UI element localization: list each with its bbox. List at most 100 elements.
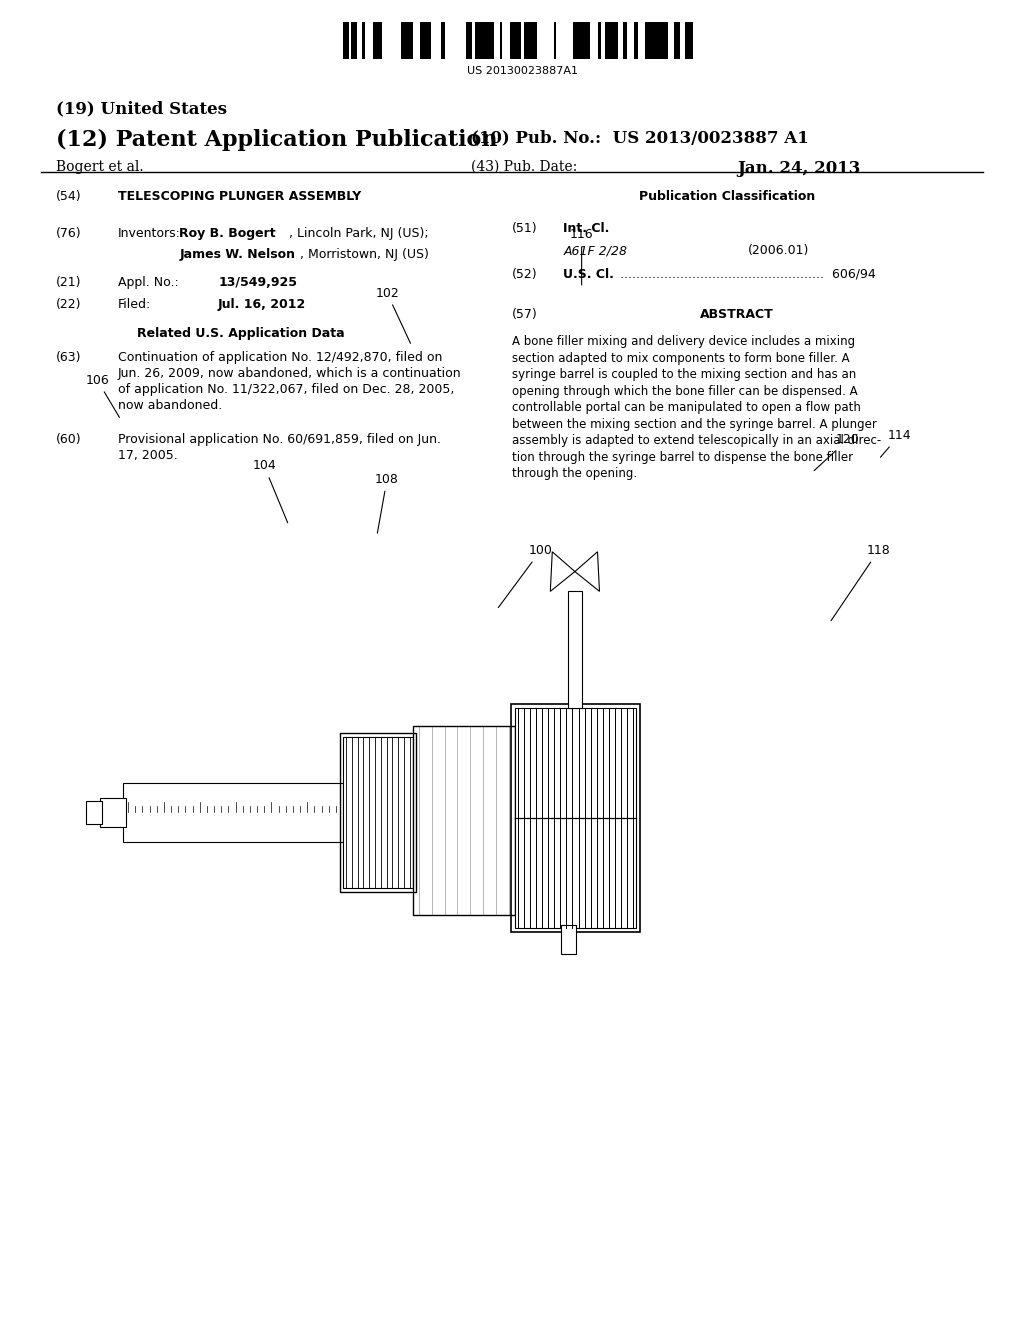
Text: ...................................................  606/94: ........................................… <box>620 268 876 281</box>
Text: Roy B. Bogert: Roy B. Bogert <box>179 227 275 240</box>
Bar <box>685 22 687 59</box>
Text: 106: 106 <box>85 374 120 417</box>
Bar <box>515 708 636 928</box>
Bar <box>608 22 612 59</box>
Text: , Lincoln Park, NJ (US);: , Lincoln Park, NJ (US); <box>289 227 428 240</box>
Bar <box>443 22 445 59</box>
Bar <box>351 22 356 59</box>
Text: (22): (22) <box>56 298 82 312</box>
Bar <box>568 591 582 708</box>
Bar <box>427 22 429 59</box>
Bar <box>676 22 680 59</box>
Bar <box>624 22 627 59</box>
Text: Filed:: Filed: <box>118 298 151 312</box>
Text: Appl. No.:: Appl. No.: <box>118 276 178 289</box>
Bar <box>536 22 538 59</box>
Bar <box>510 22 516 59</box>
Text: ABSTRACT: ABSTRACT <box>700 308 774 321</box>
Bar <box>479 22 484 59</box>
Text: A61F 2/28: A61F 2/28 <box>563 244 627 257</box>
Bar <box>100 797 126 828</box>
Text: Jul. 16, 2012: Jul. 16, 2012 <box>218 298 306 312</box>
Bar <box>516 22 521 59</box>
Bar <box>86 800 102 824</box>
Bar <box>466 22 472 59</box>
Bar <box>441 22 443 59</box>
Bar <box>373 22 376 59</box>
Text: Inventors:: Inventors: <box>118 227 180 240</box>
Bar <box>573 22 579 59</box>
Text: (12) Patent Application Publication: (12) Patent Application Publication <box>56 129 498 152</box>
Text: 108: 108 <box>375 473 399 533</box>
Text: (10) Pub. No.:  US 2013/0023887 A1: (10) Pub. No.: US 2013/0023887 A1 <box>471 129 809 147</box>
Bar <box>660 22 666 59</box>
Bar <box>691 22 693 59</box>
Text: (60): (60) <box>56 433 82 446</box>
Text: TELESCOPING PLUNGER ASSEMBLY: TELESCOPING PLUNGER ASSEMBLY <box>118 190 361 203</box>
Bar <box>612 22 615 59</box>
Text: Bogert et al.: Bogert et al. <box>56 160 144 174</box>
Bar <box>645 22 651 59</box>
Polygon shape <box>574 552 599 591</box>
Bar <box>585 22 588 59</box>
Bar <box>674 22 676 59</box>
Text: Continuation of application No. 12/492,870, filed on
Jun. 26, 2009, now abandone: Continuation of application No. 12/492,8… <box>118 351 462 412</box>
Text: 114: 114 <box>881 429 911 457</box>
Bar <box>484 22 488 59</box>
Text: , Morristown, NJ (US): , Morristown, NJ (US) <box>300 248 429 261</box>
Bar <box>411 22 413 59</box>
Text: 118: 118 <box>831 544 891 620</box>
Text: 102: 102 <box>375 286 411 343</box>
Bar <box>651 22 656 59</box>
Text: (21): (21) <box>56 276 82 289</box>
Text: (51): (51) <box>512 222 538 235</box>
Text: US 20130023887A1: US 20130023887A1 <box>467 66 578 77</box>
Text: Jan. 24, 2013: Jan. 24, 2013 <box>737 160 860 177</box>
Bar <box>687 22 691 59</box>
Text: A bone filler mixing and delivery device includes a mixing
section adapted to mi: A bone filler mixing and delivery device… <box>512 335 882 480</box>
Text: (19) United States: (19) United States <box>56 100 227 117</box>
Bar <box>523 22 525 59</box>
Text: James W. Nelson: James W. Nelson <box>179 248 295 261</box>
Text: Related U.S. Application Data: Related U.S. Application Data <box>137 327 344 341</box>
Text: (57): (57) <box>512 308 538 321</box>
Text: U.S. Cl.: U.S. Cl. <box>563 268 614 281</box>
Text: (76): (76) <box>56 227 82 240</box>
Bar <box>500 22 502 59</box>
Bar <box>561 925 577 954</box>
Bar <box>615 22 617 59</box>
Bar <box>408 22 411 59</box>
Bar <box>511 704 640 932</box>
Bar <box>401 22 408 59</box>
Text: (52): (52) <box>512 268 538 281</box>
Bar <box>429 22 431 59</box>
Bar <box>579 22 585 59</box>
Text: 100: 100 <box>499 544 553 607</box>
Bar <box>362 22 365 59</box>
Bar <box>488 22 494 59</box>
Text: (63): (63) <box>56 351 82 364</box>
Bar <box>634 22 638 59</box>
Text: 120: 120 <box>814 433 860 471</box>
Bar <box>343 22 349 59</box>
Bar <box>531 22 536 59</box>
Bar <box>123 783 343 842</box>
Polygon shape <box>550 552 574 591</box>
Bar <box>343 737 413 888</box>
Bar <box>340 733 416 892</box>
Bar <box>588 22 591 59</box>
Bar <box>475 22 479 59</box>
Bar <box>598 22 601 59</box>
Text: Int. Cl.: Int. Cl. <box>563 222 609 235</box>
Text: 116: 116 <box>569 228 594 285</box>
Text: Provisional application No. 60/691,859, filed on Jun.
17, 2005.: Provisional application No. 60/691,859, … <box>118 433 440 462</box>
Bar <box>376 22 382 59</box>
Text: 104: 104 <box>252 459 288 523</box>
Bar <box>420 22 424 59</box>
Bar <box>413 726 515 915</box>
Text: Publication Classification: Publication Classification <box>639 190 815 203</box>
Bar <box>656 22 660 59</box>
Text: 13/549,925: 13/549,925 <box>218 276 297 289</box>
Text: (43) Pub. Date:: (43) Pub. Date: <box>471 160 578 174</box>
Bar <box>605 22 608 59</box>
